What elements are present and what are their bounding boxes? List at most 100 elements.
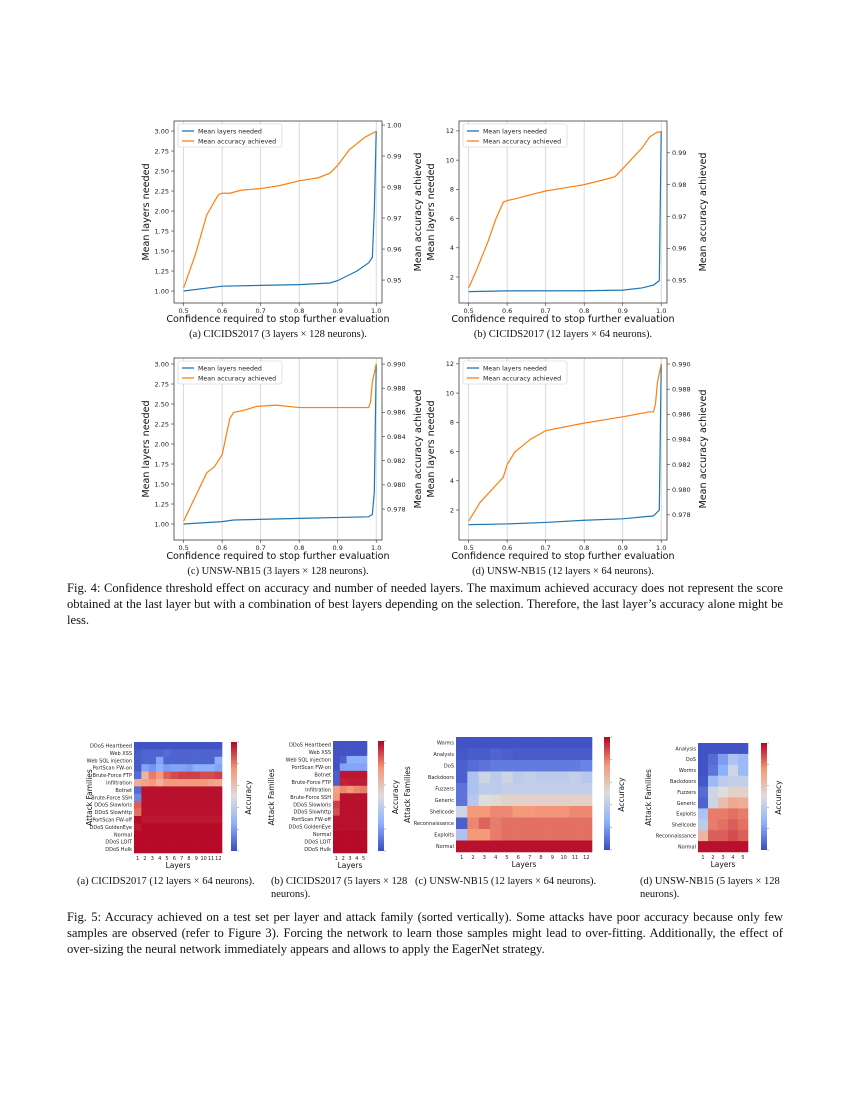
- heatmap-cell: [339, 830, 347, 839]
- heatmap-cell: [185, 793, 193, 802]
- heatmap-b-caption: (b) CICIDS2017 (5 layers × 128 neurons).: [271, 876, 408, 900]
- heatmap-cell: [200, 801, 208, 809]
- heatmap-cell: [192, 823, 201, 832]
- heatmap-cell: [698, 743, 709, 755]
- heatmap-cell: [558, 737, 570, 749]
- accuracy-series-line: [183, 363, 377, 522]
- heatmap-cell: [178, 742, 186, 750]
- plot-frame: [173, 357, 383, 541]
- heatmap-cell: [558, 771, 570, 784]
- heatmap-cell: [141, 808, 149, 817]
- heatmap-cell: [698, 830, 709, 842]
- heatmap-cell: [524, 783, 536, 795]
- y2-axis-label: Mean accuracy achieved: [698, 390, 709, 509]
- y2-tick-label: 0.98: [672, 181, 686, 189]
- y-tick-label: 1.25: [155, 500, 169, 508]
- heatmap-cell: [200, 786, 208, 795]
- y2-tick-label: 1.00: [387, 121, 401, 129]
- heatmap-cell: [501, 783, 513, 795]
- heatmap-cell: [134, 816, 142, 824]
- y-tick-label: 4: [450, 477, 454, 485]
- heatmap-cell: [163, 779, 171, 787]
- heatmap-cell: [535, 760, 547, 772]
- y-tick-label: 2.75: [155, 380, 169, 388]
- chart-caption: (a) CICIDS2017 (3 layers × 128 neurons).: [189, 329, 367, 340]
- heatmap-cell: [214, 808, 223, 817]
- y-tick-label: 8: [450, 419, 454, 427]
- legend-label: Mean accuracy achieved: [483, 138, 561, 145]
- plot-frame: [458, 120, 668, 304]
- heatmap-cell: [339, 838, 347, 846]
- heatmap-cell: [333, 748, 341, 757]
- x-axis-label: Confidence required to stop further eval…: [166, 551, 389, 562]
- heatmap-cell: [178, 830, 186, 839]
- x-axis-label: Layers: [512, 860, 537, 869]
- heatmap-cell: [346, 845, 354, 854]
- heatmap-cell: [524, 771, 536, 784]
- heatmap-cell: [214, 823, 223, 832]
- heatmap-cell: [214, 742, 223, 750]
- heatmap-cell: [134, 749, 142, 758]
- colorbar-label: Accuracy: [774, 780, 783, 815]
- column-label: 5: [362, 856, 365, 862]
- heatmap-cell: [738, 819, 749, 831]
- heatmap-cell: [353, 755, 361, 764]
- legend: Mean layers needed Mean accuracy achieved: [462, 360, 568, 385]
- chart-caption: (d) UNSW-NB15 (12 layers × 64 neurons).: [472, 566, 654, 577]
- heatmap-cell: [478, 794, 491, 807]
- figure-4-caption: Fig. 4: Confidence threshold effect on a…: [67, 581, 783, 627]
- row-label: DDoS Heartbeed: [90, 744, 132, 750]
- x-tick-label: 0.6: [217, 307, 227, 315]
- heatmap-cell: [558, 806, 570, 818]
- column-label: 9: [195, 856, 198, 862]
- heatmap-cell: [360, 808, 368, 816]
- heatmap-cell: [333, 755, 341, 764]
- column-label: 1: [701, 855, 704, 861]
- heatmap-cell: [163, 756, 171, 765]
- y-tick-label: 1.50: [155, 480, 169, 488]
- heatmap-cell: [360, 815, 368, 824]
- heatmap-cell: [728, 797, 739, 809]
- column-label: 10: [560, 855, 566, 861]
- column-label: 2: [471, 855, 474, 861]
- heatmap-cell: [524, 817, 536, 830]
- x-tick-label: 0.9: [333, 544, 343, 552]
- heatmap-cell: [467, 806, 479, 818]
- heatmap-cell: [738, 743, 749, 755]
- heatmap-cell: [148, 838, 157, 846]
- row-label: Botnet: [115, 788, 132, 794]
- heatmap-cell: [178, 816, 186, 824]
- colorbar: [231, 742, 237, 851]
- heatmap-cell: [163, 786, 171, 795]
- heatmap-cell: [728, 841, 739, 853]
- heatmap-cell: [192, 808, 201, 817]
- row-label: PortScan FW-off: [92, 818, 132, 824]
- heatmap-cell: [200, 749, 208, 758]
- colorbar-label: Accuracy: [391, 779, 400, 814]
- heatmap-cell: [156, 823, 164, 832]
- heatmap-cell: [339, 778, 347, 787]
- column-label: 6: [517, 855, 520, 861]
- heatmap-cell: [178, 779, 186, 787]
- heatmap-cell: [728, 819, 739, 831]
- heatmap-cell: [178, 749, 186, 758]
- y2-tick-label: 0.980: [672, 486, 691, 494]
- colorbar: [604, 737, 610, 850]
- column-label: 5: [505, 855, 508, 861]
- heatmap-cell: [214, 801, 223, 809]
- heatmap-cell: [546, 829, 559, 841]
- heatmap-cell: [333, 778, 341, 787]
- legend-label: Mean layers needed: [198, 365, 262, 372]
- heatmap-cell: [134, 830, 142, 839]
- heatmap-cell: [163, 801, 171, 809]
- heatmap-cell: [738, 786, 749, 798]
- heatmap-cell: [738, 775, 749, 787]
- legend-box: [462, 123, 568, 148]
- heatmap-cell: [200, 764, 208, 772]
- heatmap-cell: [535, 840, 547, 853]
- row-label: DDoS Slowloris: [94, 803, 132, 809]
- heatmap-cell: [467, 760, 479, 772]
- row-label: DDoS Slowloris: [293, 802, 331, 808]
- x-tick-label: 0.8: [579, 307, 589, 315]
